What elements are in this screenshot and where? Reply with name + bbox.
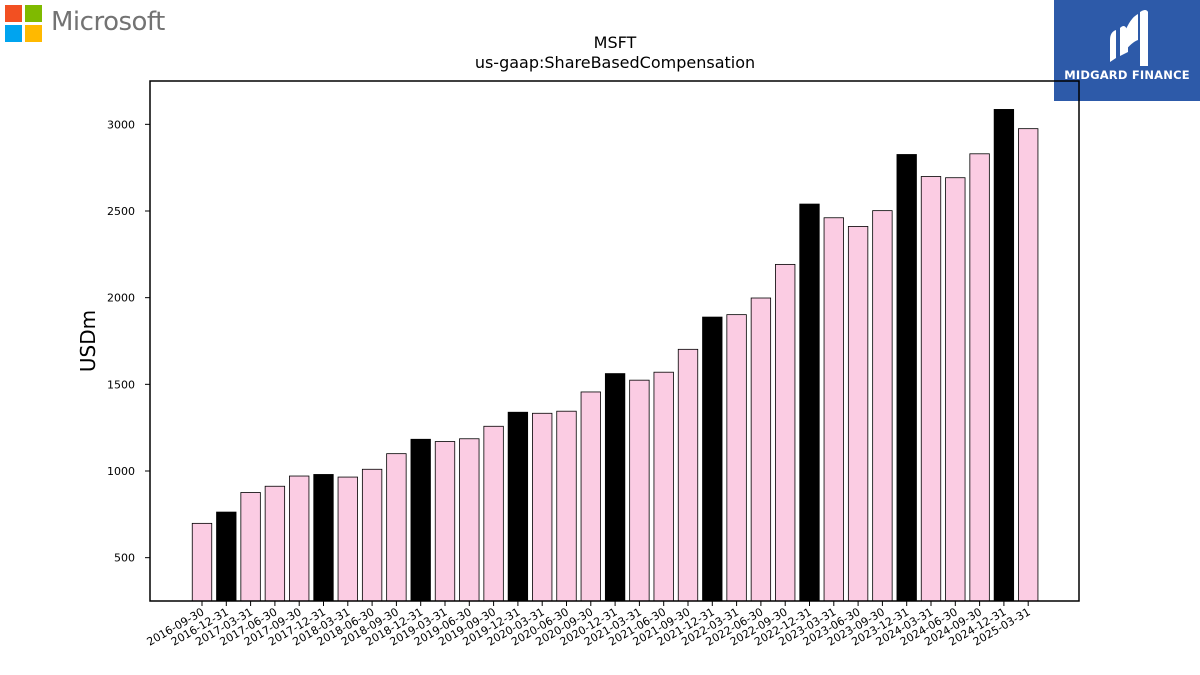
bar-2021-03-31 xyxy=(629,379,650,602)
microsoft-wordmark: Microsoft xyxy=(51,7,165,37)
bar-2021-06-30 xyxy=(653,371,674,602)
bar-2025-03-31 xyxy=(1018,128,1039,602)
midgard-finance-logo: MIDGARD FINANCE xyxy=(1054,0,1200,101)
bar-2021-12-31 xyxy=(702,316,723,602)
bar-2024-03-31 xyxy=(920,176,942,602)
y-tick-label: 500 xyxy=(114,552,135,565)
bar-2019-12-31 xyxy=(507,411,529,602)
bar-2023-12-31 xyxy=(896,154,917,602)
bar-2018-06-30 xyxy=(361,468,383,602)
logo-square-blue xyxy=(5,25,22,42)
y-axis-label: USDm xyxy=(76,310,100,372)
bar-2021-09-30 xyxy=(677,348,699,602)
y-tick-label: 1500 xyxy=(107,378,135,391)
bar-2020-09-30 xyxy=(580,391,601,602)
bar-2022-09-30 xyxy=(775,263,796,602)
bar-2024-06-30 xyxy=(945,177,966,602)
bar-2024-12-31 xyxy=(993,109,1015,602)
logo-square-yellow xyxy=(25,25,42,42)
bar-2016-12-31 xyxy=(216,511,237,602)
microsoft-logo: Microsoft xyxy=(5,5,185,43)
chart-subtitle: us-gaap:ShareBasedCompensation xyxy=(475,53,755,72)
bar-2022-03-31 xyxy=(726,314,747,602)
bar-2020-12-31 xyxy=(604,373,626,602)
bar-2023-03-31 xyxy=(823,217,844,602)
bar-2018-12-31 xyxy=(410,438,431,602)
bar-2020-06-30 xyxy=(556,410,577,602)
bar-2017-12-31 xyxy=(313,474,334,602)
y-tick-label: 2500 xyxy=(107,205,135,218)
bar-2022-12-31 xyxy=(799,203,820,602)
bar-2016-09-30 xyxy=(191,522,213,602)
bar-2019-03-31 xyxy=(434,441,456,602)
plot-frame xyxy=(149,80,1080,602)
microsoft-windows-icon xyxy=(5,5,42,42)
bars-layer xyxy=(191,109,1039,602)
midgard-monogram-icon xyxy=(1110,10,1148,66)
logo-square-red xyxy=(5,5,22,22)
bar-2018-09-30 xyxy=(386,453,407,602)
midgard-wordmark: MIDGARD FINANCE xyxy=(1064,68,1190,82)
bar-2023-09-30 xyxy=(872,210,893,602)
bar-2018-03-31 xyxy=(337,476,358,602)
bar-2017-06-30 xyxy=(264,485,286,602)
bar-2022-06-30 xyxy=(750,297,772,602)
bar-2024-09-30 xyxy=(969,153,990,602)
logo-square-green xyxy=(25,5,42,22)
bar-2019-06-30 xyxy=(459,438,480,602)
bar-2020-03-31 xyxy=(532,412,553,602)
y-tick-label: 2000 xyxy=(107,292,135,305)
chart-title: MSFT xyxy=(594,33,637,52)
bar-2017-09-30 xyxy=(289,475,310,602)
bar-2019-09-30 xyxy=(483,425,504,602)
y-ticks: 500 1000 1500 2000 2500 3000 xyxy=(107,118,150,565)
y-tick-label: 3000 xyxy=(107,118,135,131)
x-ticks: 2016-09-302016-12-312017-03-312017-06-30… xyxy=(145,601,1033,649)
bar-2023-06-30 xyxy=(847,226,869,602)
y-tick-label: 1000 xyxy=(107,465,135,478)
bar-2017-03-31 xyxy=(240,492,261,602)
